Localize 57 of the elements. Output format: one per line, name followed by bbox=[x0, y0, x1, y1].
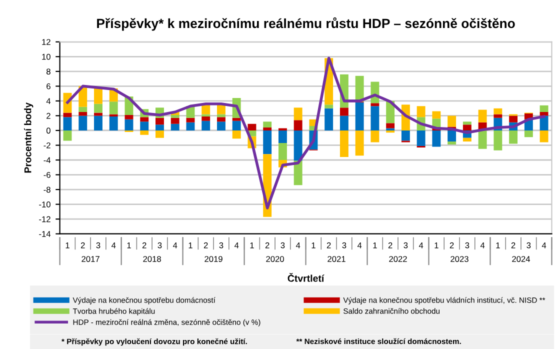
text: 2024 bbox=[512, 256, 530, 262]
chart-title: Příspěvky* k meziročnímu reálnému růstu HDP – sezónně očištěno bbox=[97, 17, 515, 31]
x-tick-label: 1 bbox=[127, 242, 131, 248]
text: 2023 bbox=[450, 256, 468, 262]
x-tick-label: 1 bbox=[66, 242, 70, 248]
y-tick-label: -14 bbox=[39, 231, 51, 237]
x-tick-label: 1 bbox=[250, 242, 254, 248]
x-tick-label: 1 bbox=[496, 242, 500, 248]
y-tick-label: 10 bbox=[42, 54, 50, 60]
y-tick-label: -10 bbox=[39, 202, 50, 208]
y-tick-label: -12 bbox=[39, 216, 50, 222]
x-tick-label: 2 bbox=[450, 242, 454, 248]
x-tick-label: 4 bbox=[357, 242, 362, 248]
x-tick-label: 1 bbox=[312, 242, 316, 248]
x-axis-title: Čtvrtletí bbox=[288, 273, 324, 282]
x-tick-label: 2 bbox=[142, 242, 146, 248]
x-tick-label: 2 bbox=[511, 242, 516, 248]
y-tick-label: 4 bbox=[46, 98, 51, 104]
x-tick-label: 4 bbox=[111, 242, 116, 248]
y-tick-label: 6 bbox=[46, 83, 50, 90]
y-tick-label: -8 bbox=[44, 186, 50, 193]
y-tick-label: -6 bbox=[44, 172, 50, 178]
y-tick-label: -4 bbox=[44, 157, 51, 164]
x-tick-label: 4 bbox=[172, 242, 178, 248]
text: 2017 bbox=[82, 256, 100, 262]
x-tick-label: 4 bbox=[418, 242, 424, 248]
x-tick-label: 3 bbox=[96, 242, 100, 248]
x-tick-label: 1 bbox=[188, 242, 192, 248]
text: 2021 bbox=[328, 256, 346, 262]
y-tick-label: 2 bbox=[46, 112, 50, 119]
x-tick-label: 3 bbox=[280, 242, 285, 248]
x-tick-label: 3 bbox=[526, 242, 531, 248]
text: 2018 bbox=[143, 256, 161, 262]
x-tick-label: 1 bbox=[434, 242, 438, 248]
x-tick-label: 4 bbox=[296, 242, 300, 248]
y-axis-title: Procentní body bbox=[24, 102, 34, 173]
x-tick-label: 3 bbox=[158, 242, 162, 248]
y-tick-label: 8 bbox=[46, 68, 50, 75]
x-tick-label: 2 bbox=[388, 242, 392, 248]
x-tick-label: 3 bbox=[342, 242, 346, 248]
x-tick-label: 4 bbox=[480, 242, 485, 248]
y-tick-label: 12 bbox=[42, 39, 50, 45]
x-tick-label: 3 bbox=[404, 242, 408, 248]
x-tick-label: 1 bbox=[373, 242, 377, 248]
x-tick-label: 2 bbox=[326, 242, 331, 248]
text: 2019 bbox=[204, 256, 222, 262]
x-tick-label: 3 bbox=[219, 242, 224, 248]
x-tick-label: 2 bbox=[204, 242, 208, 248]
text: 2022 bbox=[389, 256, 407, 262]
y-tick-label: 0 bbox=[46, 128, 50, 134]
y-tick-label: -2 bbox=[44, 142, 50, 148]
x-tick-label: 2 bbox=[80, 242, 85, 248]
x-tick-label: 3 bbox=[465, 242, 470, 248]
x-tick-label: 4 bbox=[542, 242, 546, 248]
text: 2020 bbox=[266, 256, 284, 262]
x-tick-label: 4 bbox=[234, 242, 239, 248]
x-tick-label: 2 bbox=[265, 242, 270, 248]
